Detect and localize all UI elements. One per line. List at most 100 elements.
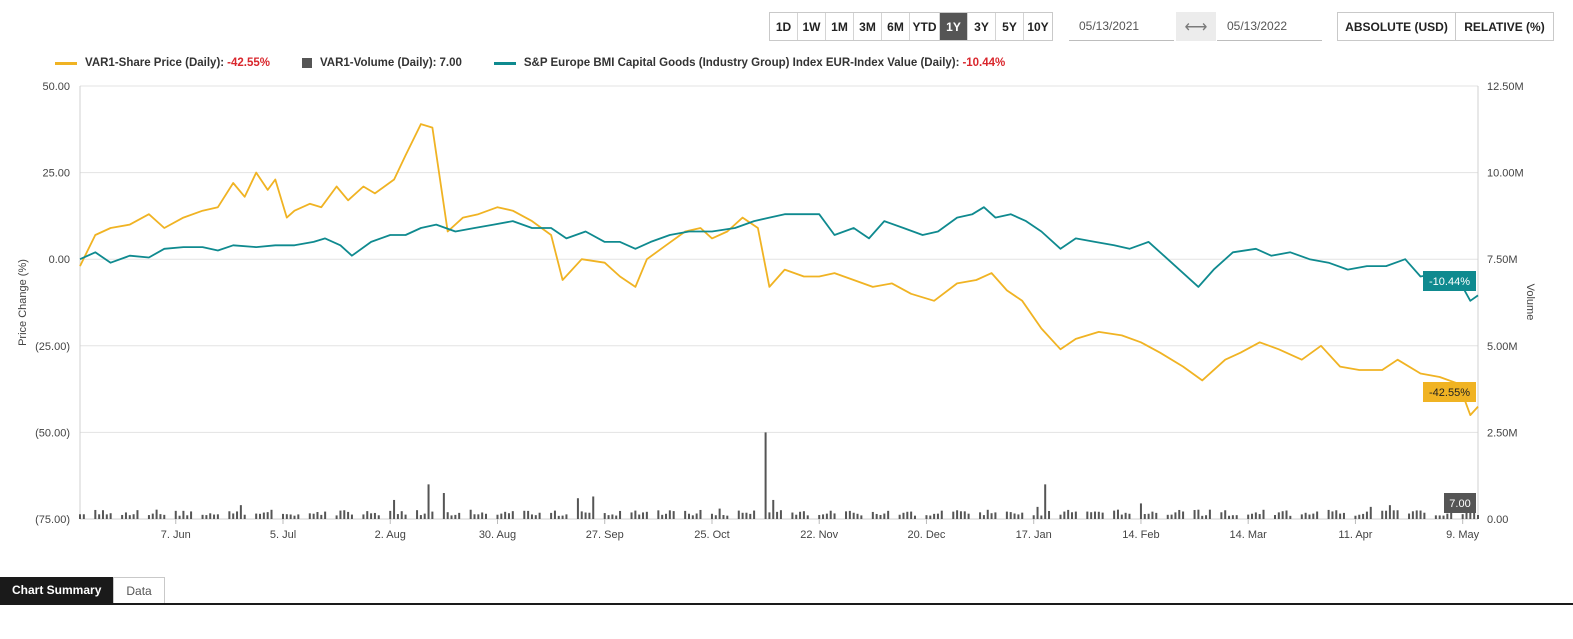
- legend-value: -42.55%: [227, 57, 270, 69]
- volume-bar: [1120, 514, 1123, 519]
- volume-bar: [209, 513, 212, 519]
- legend-item-1[interactable]: VAR1-Volume (Daily): 7.00: [301, 57, 462, 69]
- volume-bar: [1044, 484, 1047, 519]
- volume-bar: [1124, 512, 1127, 519]
- volume-bar: [1178, 509, 1181, 519]
- range-button-1w[interactable]: 1W: [798, 13, 826, 40]
- range-button-6m[interactable]: 6M: [882, 13, 910, 40]
- volume-bar: [967, 513, 970, 519]
- volume-bar: [1434, 515, 1437, 519]
- range-button-1y[interactable]: 1Y: [940, 13, 968, 40]
- volume-bar: [1032, 515, 1035, 519]
- volume-bar: [833, 513, 836, 519]
- x-tick-label: 30. Aug: [479, 529, 516, 541]
- y-tick-label: (75.00): [35, 514, 70, 526]
- view-tabs: Chart Summary Data: [0, 577, 165, 603]
- volume-bar: [1017, 514, 1020, 519]
- volume-bar: [1254, 512, 1257, 519]
- volume-bar: [1067, 509, 1070, 519]
- volume-bar: [887, 510, 890, 519]
- volume-bar: [121, 514, 124, 519]
- y-tick-label: (50.00): [35, 427, 70, 439]
- volume-bar: [898, 514, 901, 519]
- x-tick-label: 17. Jan: [1016, 529, 1052, 541]
- range-button-1m[interactable]: 1M: [826, 13, 854, 40]
- range-selector: 1D 1W 1M 3M 6M YTD 1Y 3Y 5Y 10Y: [769, 12, 1053, 41]
- legend-item-2[interactable]: S&P Europe BMI Capital Goods (Industry G…: [493, 57, 1005, 69]
- legend-item-0[interactable]: VAR1-Share Price (Daily): -42.55%: [55, 57, 270, 69]
- volume-bar: [362, 514, 365, 519]
- volume-bar: [584, 512, 587, 519]
- volume-bar: [615, 515, 618, 519]
- volume-bar: [454, 514, 457, 519]
- tab-data[interactable]: Data: [113, 577, 165, 603]
- y-tick-label: 0.00: [49, 254, 70, 266]
- price-end-badge: [1423, 382, 1476, 402]
- volume-bar: [776, 511, 779, 519]
- volume-bar: [1258, 514, 1261, 519]
- volume-bar: [1170, 514, 1173, 519]
- volume-bar: [848, 510, 851, 519]
- volume-bar: [1385, 510, 1388, 519]
- series-line-1: [79, 206, 1479, 302]
- volume-bar: [1231, 515, 1234, 519]
- volume-bar: [1358, 514, 1361, 519]
- end-date-input[interactable]: 05/13/2022: [1217, 12, 1322, 41]
- range-button-3m[interactable]: 3M: [854, 13, 882, 40]
- range-button-1d[interactable]: 1D: [770, 13, 798, 40]
- volume-bar: [1331, 511, 1334, 519]
- volume-bar: [1063, 511, 1066, 519]
- volume-bar: [959, 511, 962, 519]
- volume-bar: [749, 513, 752, 519]
- volume-bar: [109, 513, 112, 519]
- range-button-10y[interactable]: 10Y: [1024, 13, 1052, 40]
- volume-bar: [1450, 512, 1453, 519]
- volume-bar: [1147, 513, 1150, 519]
- volume-bar: [630, 512, 633, 519]
- start-date-value: 05/13/2021: [1079, 19, 1140, 33]
- volume-bar: [1139, 503, 1142, 519]
- start-date-input[interactable]: 05/13/2021: [1069, 12, 1174, 41]
- volume-bar: [124, 512, 127, 519]
- volume-bar: [530, 514, 533, 519]
- volume-bar: [1151, 511, 1154, 519]
- legend-value: 7.00: [439, 57, 462, 69]
- volume-bar: [990, 513, 993, 519]
- range-button-5y[interactable]: 5Y: [996, 13, 1024, 40]
- tab-chart-summary[interactable]: Chart Summary: [0, 577, 114, 603]
- volume-end-badge: [1444, 493, 1476, 513]
- volume-bar: [699, 509, 702, 519]
- volume-bar: [270, 509, 273, 519]
- volume-bar: [802, 511, 805, 519]
- range-button-3y[interactable]: 3Y: [968, 13, 996, 40]
- volume-bar: [902, 512, 905, 519]
- volume-bar: [718, 508, 721, 519]
- volume-bar: [1304, 512, 1307, 519]
- volume-bar: [136, 510, 139, 519]
- range-button-ytd[interactable]: YTD: [910, 13, 940, 40]
- volume-bar: [101, 510, 104, 519]
- volume-bar: [1048, 511, 1051, 519]
- volume-bar: [174, 510, 177, 519]
- volume-bar: [638, 514, 641, 519]
- volume-bar: [1289, 515, 1292, 519]
- volume-bar: [1312, 513, 1315, 519]
- absolute-usd-button[interactable]: ABSOLUTE (USD): [1345, 19, 1448, 34]
- volume-bar: [1477, 515, 1479, 519]
- volume-bar: [205, 515, 208, 519]
- volume-bar: [1388, 505, 1391, 519]
- volume-bar: [772, 499, 775, 519]
- volume-bar: [1086, 511, 1089, 519]
- volume-bar: [1251, 513, 1254, 519]
- swap-arrows-icon[interactable]: ⟷: [1176, 12, 1216, 41]
- relative-percent-button[interactable]: RELATIVE (%): [1455, 13, 1553, 40]
- volume-bar: [239, 505, 242, 519]
- volume-bar: [722, 515, 725, 519]
- series-line-0: [79, 123, 1479, 416]
- volume-bar: [576, 498, 579, 519]
- volume-bar: [534, 515, 537, 519]
- volume-bar: [795, 514, 798, 519]
- volume-bar: [753, 510, 756, 519]
- volume-bar: [879, 514, 882, 519]
- volume-bar: [159, 514, 162, 519]
